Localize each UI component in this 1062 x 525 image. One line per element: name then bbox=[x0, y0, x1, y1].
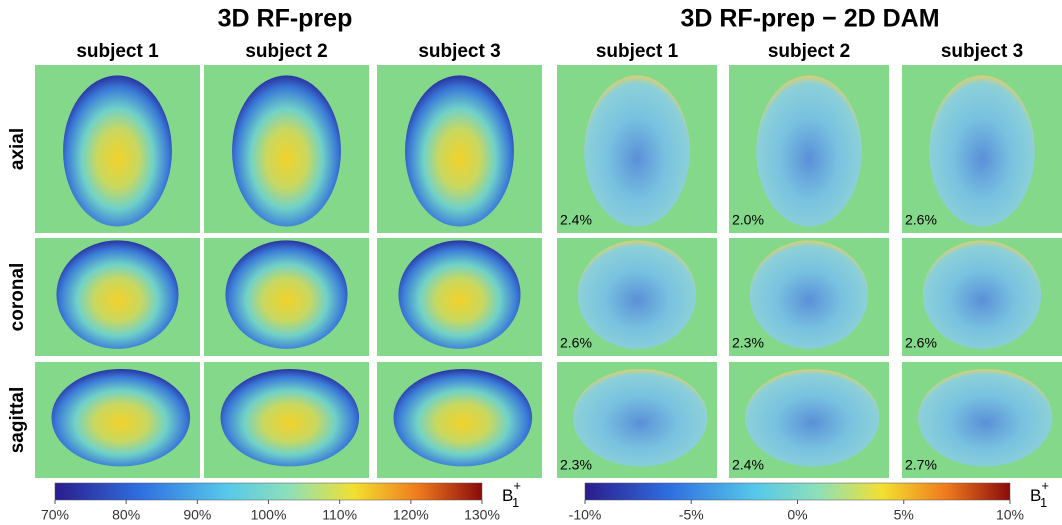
colorbar-tick-label: 90% bbox=[183, 507, 211, 523]
difference-map bbox=[573, 369, 707, 466]
difference-map bbox=[929, 75, 1035, 226]
panel-percentage: 2.6% bbox=[560, 335, 592, 351]
difference-map bbox=[745, 369, 879, 466]
difference-map bbox=[756, 75, 862, 226]
left-title: 3D RF-prep bbox=[218, 5, 353, 33]
difference-map bbox=[578, 240, 696, 349]
label-sup: + bbox=[1041, 478, 1049, 493]
row-label: axial bbox=[7, 128, 28, 170]
column-label: subject 3 bbox=[941, 41, 1023, 62]
difference-map bbox=[584, 75, 690, 226]
panel-percentage: 2.7% bbox=[905, 457, 937, 473]
colorbar-label: B+1 bbox=[1030, 478, 1049, 510]
b1-map bbox=[232, 75, 341, 226]
colorbar-tick-label: 5% bbox=[894, 507, 914, 523]
colorbar-tick-label: -10% bbox=[569, 507, 602, 523]
b1-map bbox=[56, 240, 178, 349]
colorbar bbox=[55, 483, 482, 500]
figure: 3D RF-prep 3D RF-prep − 2D DAM subject 1… bbox=[0, 0, 1062, 525]
colorbar-tick-label: 70% bbox=[41, 507, 69, 523]
b1-map bbox=[398, 240, 520, 349]
column-label: subject 1 bbox=[596, 41, 679, 62]
difference-map bbox=[923, 240, 1041, 349]
colorbar-tick-label: 110% bbox=[322, 507, 357, 523]
right-title: 3D RF-prep − 2D DAM bbox=[680, 5, 939, 33]
b1-map bbox=[405, 75, 514, 226]
row-label: coronal bbox=[7, 263, 28, 332]
row-label: sagittal bbox=[7, 387, 28, 454]
b1-map bbox=[220, 369, 359, 466]
panel-percentage: 2.0% bbox=[732, 212, 764, 228]
colorbar-tick-label: 80% bbox=[112, 507, 140, 523]
b1-map bbox=[225, 240, 347, 349]
label-sup: + bbox=[513, 478, 521, 493]
panel-percentage: 2.4% bbox=[732, 457, 764, 473]
label-sub: 1 bbox=[512, 495, 519, 510]
panel-percentage: 2.3% bbox=[560, 457, 592, 473]
colorbar-tick-label: 120% bbox=[393, 507, 429, 523]
colorbar-tick-label: 10% bbox=[996, 507, 1024, 523]
colorbar-label: B+1 bbox=[502, 478, 521, 510]
column-label: subject 3 bbox=[418, 41, 500, 62]
difference-map bbox=[918, 369, 1052, 466]
b1-map bbox=[394, 369, 533, 466]
b1-map bbox=[63, 75, 172, 226]
column-label: subject 2 bbox=[768, 41, 850, 62]
label-sub: 1 bbox=[1040, 495, 1047, 510]
colorbar-tick-label: 100% bbox=[251, 507, 287, 523]
panel-percentage: 2.6% bbox=[905, 212, 937, 228]
column-label: subject 1 bbox=[76, 41, 159, 62]
panel-percentage: 2.6% bbox=[905, 335, 937, 351]
colorbar bbox=[585, 483, 1010, 500]
panel-percentage: 2.3% bbox=[732, 335, 764, 351]
column-label: subject 2 bbox=[245, 41, 327, 62]
panel-percentage: 2.4% bbox=[560, 212, 592, 228]
difference-map bbox=[750, 240, 868, 349]
colorbar-tick-label: 130% bbox=[464, 507, 500, 523]
colorbar-tick-label: -5% bbox=[679, 507, 704, 523]
colorbar-tick-label: 0% bbox=[787, 507, 807, 523]
b1-map bbox=[52, 369, 191, 466]
